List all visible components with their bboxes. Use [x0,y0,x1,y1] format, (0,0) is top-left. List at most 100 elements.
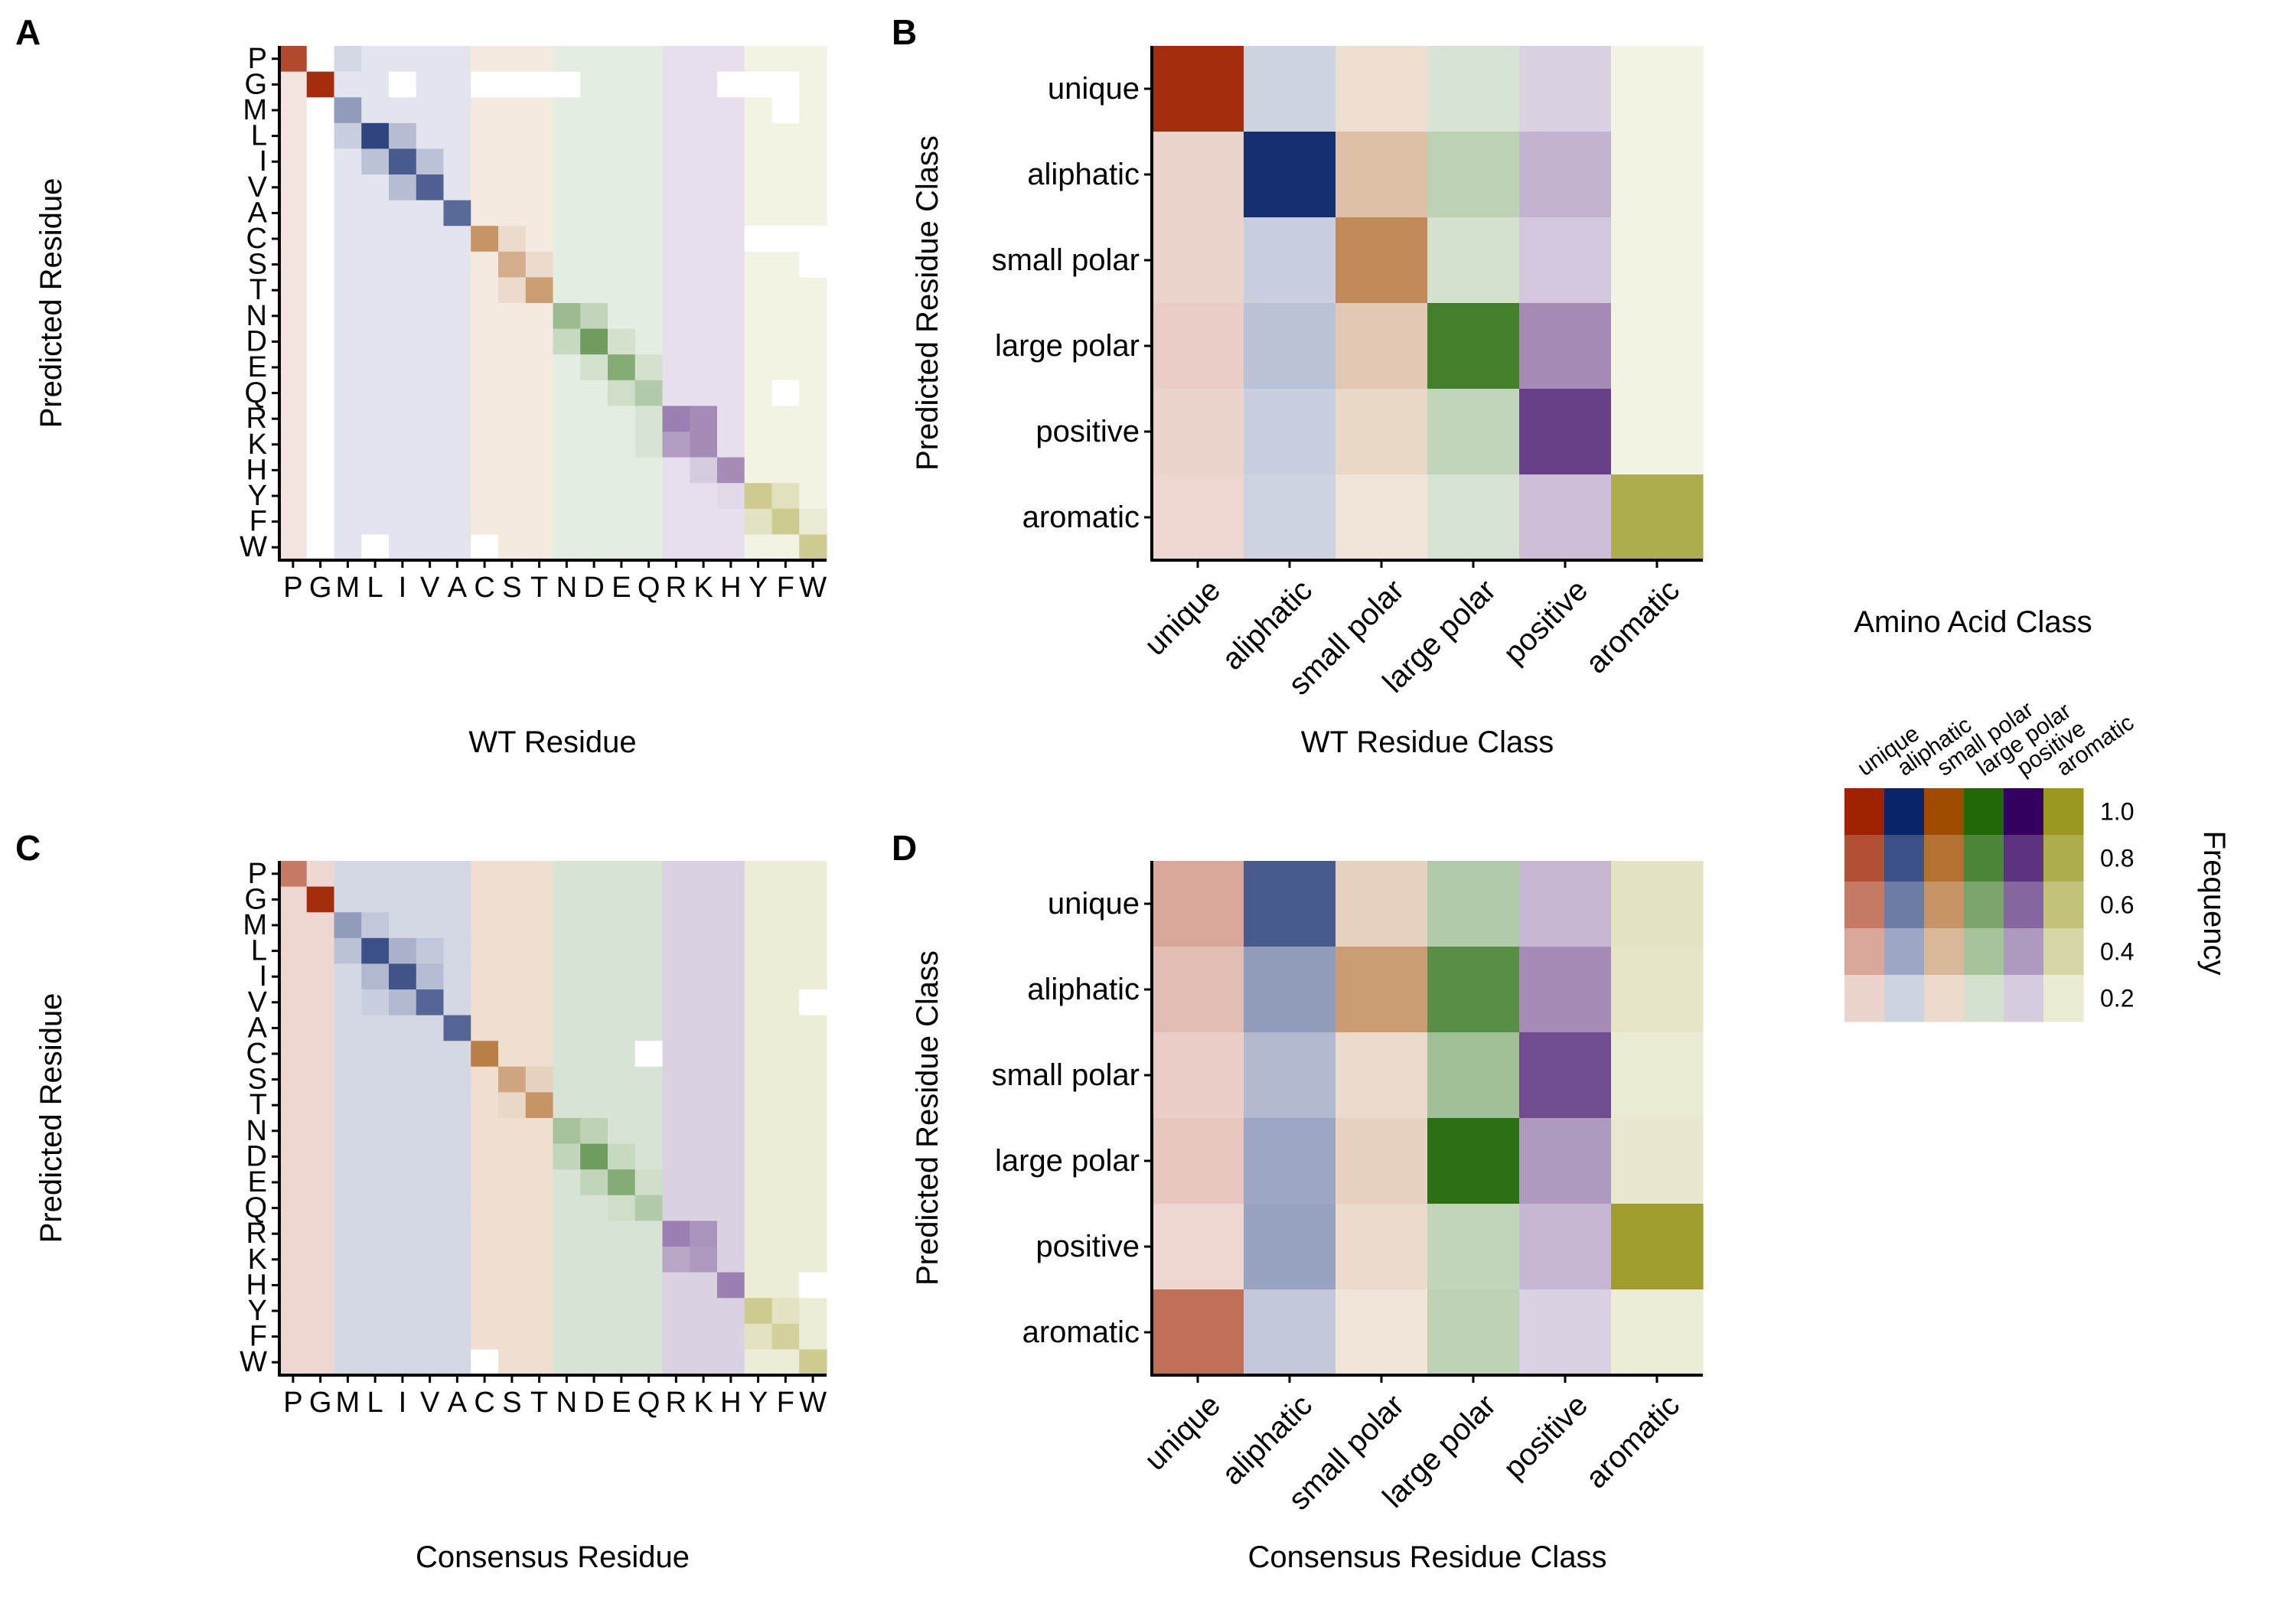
heatmap-cell [608,963,636,990]
heatmap-cell [580,1169,608,1196]
heatmap-cell [389,1247,417,1273]
legend-swatch [1844,975,1885,1022]
heatmap-cell [744,1221,773,1247]
heatmap-cell [361,861,390,888]
heatmap-cell [690,226,718,253]
heatmap-cell [279,1015,308,1041]
heatmap-cell [553,432,581,458]
heatmap-cell [361,1298,390,1325]
heatmap-cell [1427,474,1520,561]
heatmap-cell [471,1298,499,1325]
y-tick-label: G [244,68,267,100]
heatmap-cell [416,937,445,964]
heatmap-cell [580,1143,608,1170]
heatmap-cell [498,457,527,484]
heatmap-cell [416,1221,445,1247]
heatmap-cell [306,354,335,381]
heatmap-cell [608,1195,636,1221]
legend-level-label: 0.6 [2100,892,2134,919]
heatmap-cell [1519,389,1612,475]
heatmap-cell [416,200,445,227]
x-tick-label: S [502,1387,521,1419]
heatmap-cell [525,277,554,304]
heatmap-cell [1519,1032,1612,1119]
heatmap-cell [608,508,636,535]
heatmap-cell [416,989,445,1016]
heatmap-cell [771,71,800,98]
heatmap-cell [306,303,335,330]
heatmap-cell [498,46,527,73]
heatmap-cell [279,1298,308,1325]
heatmap-cell [306,1041,335,1068]
heatmap-cell [634,1092,664,1119]
heatmap-cell [608,46,636,73]
heatmap-cell [771,251,800,278]
heatmap-cell [416,1118,445,1145]
heatmap-cell [498,432,527,458]
heatmap-cell [1336,947,1428,1033]
heatmap-cell [389,303,417,330]
heatmap-cell [471,354,499,381]
heatmap-cell [717,963,745,990]
heatmap-cell [608,1015,636,1041]
heatmap-cell [1152,1118,1244,1204]
heatmap-cell [662,861,690,888]
heatmap-cell [306,963,335,990]
legend-swatch [1844,928,1885,976]
heatmap-cell [771,534,800,561]
heatmap-cell [690,912,718,939]
heatmap-cell [471,1272,499,1299]
heatmap-cell [634,122,664,149]
x-tick-label: N [556,1387,577,1419]
heatmap-cell [717,1272,745,1299]
y-tick-label: positive [1035,1230,1140,1263]
x-tick-label: F [777,572,794,604]
heatmap-cell [553,97,581,124]
heatmap-cell [416,354,445,381]
heatmap-cell [744,328,773,355]
heatmap-cell [608,354,636,381]
y-tick-label: G [244,883,267,915]
heatmap-cell [334,432,362,458]
heatmap-cell [361,457,390,484]
heatmap-cell [525,912,554,939]
heatmap-cell [1336,1032,1428,1119]
heatmap-cell [580,1118,608,1145]
heatmap-cell [553,989,581,1016]
heatmap-cell [634,380,664,406]
legend-swatch [1924,882,1965,929]
y-tick-label: unique [1048,72,1140,106]
legend-level-label: 1.0 [2100,798,2134,826]
heatmap-cell [471,303,499,330]
heatmap-cell [553,1066,581,1093]
heatmap-cell [662,1041,690,1068]
heatmap-cell [334,200,362,227]
legend-swatch [1964,788,2004,836]
heatmap-cell [334,912,362,939]
heatmap-cell [416,226,445,253]
heatmap-cell [416,97,445,124]
x-tick-label: E [612,1387,631,1419]
y-tick-label: I [259,960,267,993]
heatmap-cell [662,534,690,561]
heatmap-cell [662,174,690,201]
heatmap-cell [717,174,745,201]
heatmap-cell [306,122,335,149]
heatmap-cell [443,457,471,484]
heatmap-cell [634,1169,664,1196]
heatmap-cell [744,963,773,990]
heatmap-cell [498,277,527,304]
heatmap-cell [1244,1204,1336,1290]
heatmap-cell [334,251,362,278]
y-axis-title: Predicted Residue [34,178,68,429]
heatmap-cell [334,148,362,175]
heatmap-cell [525,1323,554,1350]
heatmap-cell [389,122,417,149]
heatmap-cell [306,432,335,458]
heatmap-cell [717,303,745,330]
heatmap-cell [279,1143,308,1170]
heatmap-cell [744,1118,773,1145]
heatmap-cell [1152,947,1244,1033]
x-tick-label: D [583,1387,604,1419]
